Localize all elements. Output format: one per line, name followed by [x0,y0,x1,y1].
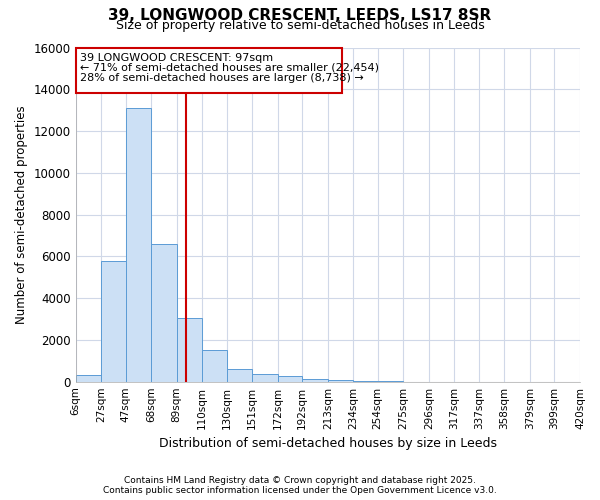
Text: Contains public sector information licensed under the Open Government Licence v3: Contains public sector information licen… [103,486,497,495]
FancyBboxPatch shape [76,48,343,94]
Bar [302,379,328,382]
Text: Size of property relative to semi-detached houses in Leeds: Size of property relative to semi-detach… [116,19,484,32]
Bar [278,376,302,382]
Bar [202,350,227,382]
Bar [227,368,252,382]
Bar [252,374,278,382]
Text: 28% of semi-detached houses are larger (8,738) →: 28% of semi-detached houses are larger (… [80,72,364,83]
Bar [101,260,125,382]
Bar [328,380,353,382]
Bar [125,108,151,382]
Bar [353,380,378,382]
Text: 39, LONGWOOD CRESCENT, LEEDS, LS17 8SR: 39, LONGWOOD CRESCENT, LEEDS, LS17 8SR [109,8,491,22]
Y-axis label: Number of semi-detached properties: Number of semi-detached properties [15,106,28,324]
Bar [378,381,403,382]
Text: 39 LONGWOOD CRESCENT: 97sqm: 39 LONGWOOD CRESCENT: 97sqm [80,52,274,62]
Bar [151,244,176,382]
Text: ← 71% of semi-detached houses are smaller (22,454): ← 71% of semi-detached houses are smalle… [80,62,379,72]
Bar [176,318,202,382]
Bar [76,376,101,382]
X-axis label: Distribution of semi-detached houses by size in Leeds: Distribution of semi-detached houses by … [159,437,497,450]
Text: Contains HM Land Registry data © Crown copyright and database right 2025.: Contains HM Land Registry data © Crown c… [124,476,476,485]
